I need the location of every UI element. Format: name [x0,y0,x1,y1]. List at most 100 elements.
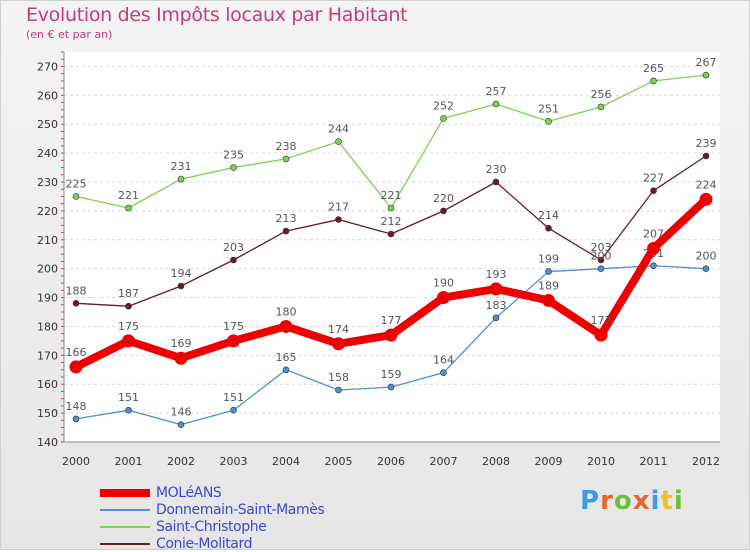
data-point [282,155,290,163]
data-point [492,314,500,322]
x-tick-label: 2005 [325,455,353,468]
y-tick-label: 260 [37,89,58,102]
data-label: 256 [591,88,612,101]
x-tick-label: 2010 [587,455,615,468]
data-point [335,138,342,145]
data-point [440,207,447,215]
data-label: 175 [118,320,139,333]
data-point [332,337,345,351]
data-point [597,103,605,111]
data-label: 177 [591,314,612,327]
data-point [282,227,290,235]
legend-label: Conie-Molitard [156,535,253,552]
x-tick-label: 2011 [640,455,668,468]
data-label: 151 [223,391,244,404]
y-tick-label: 160 [37,378,58,391]
data-label: 244 [328,123,349,136]
data-label: 193 [486,268,507,281]
y-tick-label: 150 [37,407,58,420]
data-point [279,319,293,333]
data-label: 175 [223,320,244,333]
data-label: 230 [486,163,507,176]
data-label: 148 [66,400,87,413]
x-tick-label: 2004 [272,455,300,468]
logo-letter: r [600,486,614,516]
data-point [72,300,80,307]
legend-swatch [100,542,150,545]
data-point [545,224,552,232]
data-label: 146 [171,406,192,419]
data-point [177,282,185,290]
legend-swatch [100,525,150,528]
data-point [230,164,237,171]
data-label: 187 [118,287,139,300]
y-tick-label: 180 [37,320,58,333]
logo-letter: o [613,486,633,516]
legend-label: Donnemain-Saint-Mamès [156,501,325,518]
data-point [72,193,80,200]
data-point [699,192,713,206]
data-point [597,265,605,272]
data-label: 200 [591,250,612,263]
data-label: 207 [643,227,664,240]
data-point [72,415,80,423]
y-tick-label: 190 [37,292,58,305]
data-label: 194 [171,267,192,280]
data-point [125,204,132,212]
data-point [489,282,503,296]
data-point [125,406,132,414]
data-label: 217 [328,201,349,214]
chart-subtitle: (en € et par an) [26,28,113,41]
y-tick-label: 240 [37,147,58,160]
data-label: 265 [643,62,664,75]
legend-swatch [100,488,150,497]
x-tick-label: 2001 [115,455,143,468]
data-point [177,421,185,428]
data-label: 231 [171,160,192,173]
data-point [492,178,500,186]
legend-item: Conie-Molitard [100,535,324,552]
legend-label: MOLéANS [156,484,222,501]
x-tick-label: 2000 [62,455,90,468]
y-tick-label: 140 [37,436,58,449]
data-point [387,204,395,212]
data-label: 180 [276,305,297,318]
data-point [545,118,552,125]
data-point [230,256,237,264]
data-point [384,328,398,342]
x-tick-label: 2008 [482,455,510,468]
data-point [230,406,237,414]
proxiti-logo: Proxiti [580,486,684,516]
data-label: 166 [66,346,87,359]
x-tick-label: 2003 [220,455,248,468]
data-label: 225 [66,177,87,190]
logo-letter: t [660,486,674,516]
x-tick-label: 2006 [377,455,405,468]
data-label: 239 [696,137,717,150]
logo-letter: i [650,486,661,516]
data-point [542,293,555,307]
data-point [650,77,657,85]
legend-item: MOLéANS [100,484,324,501]
logo-letter: x [632,486,651,516]
data-point [177,175,185,183]
data-label: 267 [696,56,717,69]
logo-letter: P [580,486,601,516]
data-label: 203 [223,241,244,254]
data-point [597,256,605,264]
data-label: 165 [276,351,297,364]
data-point [437,291,450,305]
data-point [440,115,447,122]
data-label: 189 [538,279,559,292]
data-point [387,230,395,238]
logo-letter: i [673,486,684,516]
data-label: 221 [381,189,402,202]
data-label: 214 [538,209,559,222]
data-label: 169 [171,337,192,350]
y-tick-label: 270 [37,60,58,73]
data-label: 183 [486,299,507,312]
chart-title: Evolution des Impôts locaux par Habitant [26,4,408,26]
data-label: 221 [118,189,139,202]
data-label: 220 [433,192,454,205]
